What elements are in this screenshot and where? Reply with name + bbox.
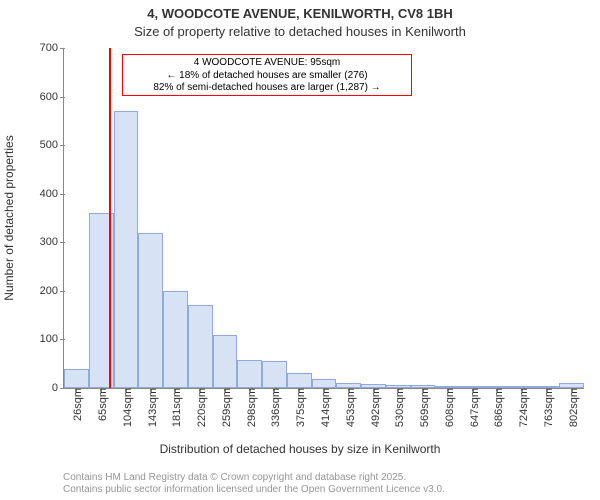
histogram-bar — [114, 111, 139, 388]
x-tick: 143sqm — [143, 388, 159, 427]
x-tick: 375sqm — [291, 388, 307, 427]
chart-subtitle: Size of property relative to detached ho… — [0, 24, 600, 39]
x-tick: 569sqm — [415, 388, 431, 427]
y-tick: 600 — [40, 91, 64, 103]
plot-area: 010020030040050060070026sqm65sqm104sqm14… — [63, 48, 584, 389]
property-size-chart: 4, WOODCOTE AVENUE, KENILWORTH, CV8 1BH … — [0, 0, 600, 500]
x-tick: 414sqm — [316, 388, 332, 427]
y-tick: 400 — [40, 188, 64, 200]
chart-title: 4, WOODCOTE AVENUE, KENILWORTH, CV8 1BH — [0, 6, 600, 21]
histogram-bar — [64, 369, 89, 388]
annotation-line: ← 18% of detached houses are smaller (27… — [127, 70, 407, 83]
y-tick: 200 — [40, 285, 64, 297]
y-tick: 300 — [40, 236, 64, 248]
histogram-bar — [213, 335, 238, 388]
y-axis-label: Number of detached properties — [2, 135, 16, 300]
histogram-bar — [312, 379, 337, 388]
x-tick: 724sqm — [514, 388, 530, 427]
footer-line: Contains HM Land Registry data © Crown c… — [63, 472, 445, 484]
x-tick: 530sqm — [390, 388, 406, 427]
y-tick: 100 — [40, 333, 64, 345]
x-tick: 259sqm — [217, 388, 233, 427]
y-tick: 0 — [52, 382, 64, 394]
histogram-bar — [188, 305, 213, 388]
x-tick: 492sqm — [366, 388, 382, 427]
x-tick: 181sqm — [167, 388, 183, 427]
footer-line: Contains public sector information licen… — [63, 484, 445, 496]
x-tick: 298sqm — [242, 388, 258, 427]
x-tick: 608sqm — [440, 388, 456, 427]
property-marker-line — [109, 48, 111, 388]
x-tick: 104sqm — [118, 388, 134, 427]
x-tick: 220sqm — [192, 388, 208, 427]
x-tick: 65sqm — [93, 388, 109, 421]
annotation-line: 4 WOODCOTE AVENUE: 95sqm — [127, 57, 407, 70]
histogram-bar — [262, 361, 287, 388]
histogram-bar — [287, 373, 312, 388]
y-tick: 500 — [40, 139, 64, 151]
attribution-footer: Contains HM Land Registry data © Crown c… — [63, 472, 445, 496]
x-tick: 763sqm — [539, 388, 555, 427]
x-tick: 647sqm — [465, 388, 481, 427]
histogram-bar — [138, 233, 163, 388]
histogram-bar — [237, 360, 262, 388]
histogram-bar — [163, 291, 188, 388]
x-axis-label: Distribution of detached houses by size … — [0, 442, 600, 456]
x-tick: 453sqm — [341, 388, 357, 427]
x-tick: 686sqm — [489, 388, 505, 427]
annotation-line: 82% of semi-detached houses are larger (… — [127, 82, 407, 95]
x-tick: 336sqm — [266, 388, 282, 427]
x-tick: 802sqm — [564, 388, 580, 427]
x-tick: 26sqm — [68, 388, 84, 421]
annotation-box: 4 WOODCOTE AVENUE: 95sqm← 18% of detache… — [122, 54, 412, 96]
y-tick: 700 — [40, 42, 64, 54]
